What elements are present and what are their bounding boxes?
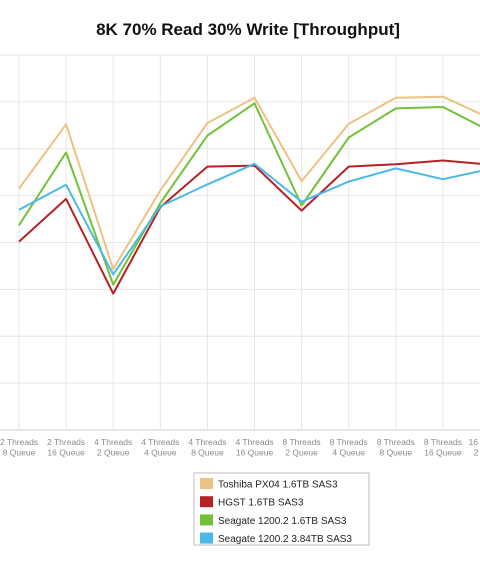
legend: Toshiba PX04 1.6TB SAS3 HGST 1.6TB SAS3 Se… (193, 472, 370, 546)
legend-label: Toshiba PX04 1.6TB SAS3 (218, 480, 338, 491)
legend-item: Seagate 1200.2 1.6TB SAS3 (200, 514, 347, 527)
series-line-2 (18, 102, 480, 286)
x-tick-label: 8 Threads 8 Queue (377, 437, 415, 458)
x-tick-label: 8 Threads 2 Queue (283, 437, 321, 458)
x-tick-label: 8 Threads 16 Queue (424, 437, 462, 458)
x-tick-label: 4 Threads 2 Queue (94, 437, 132, 458)
legend-item: HGST 1.6TB SAS3 (200, 496, 304, 509)
series-lines (18, 95, 480, 295)
x-tick-label: 2 Threads 8 Queue (0, 437, 38, 458)
x-tick-label: 4 Threads 4 Queue (141, 437, 179, 458)
x-tick-label: 4 Threads 8 Queue (188, 437, 226, 458)
legend-label: Seagate 1200.2 3.84TB SAS3 (218, 534, 352, 545)
legend-label: HGST 1.6TB SAS3 (218, 498, 304, 509)
legend-label: Seagate 1200.2 1.6TB SAS3 (218, 516, 347, 527)
series-line-3 (18, 162, 480, 276)
x-tick-label: 8 Threads 4 Queue (330, 437, 368, 458)
series-line-0 (18, 95, 480, 271)
x-axis-ticks: 2 Threads 8 Queue 2 Threads 16 Queue 4 Threa… (0, 437, 480, 458)
legend-swatch (200, 532, 213, 544)
legend-item: Toshiba PX04 1.6TB SAS3 (200, 478, 338, 491)
grid (0, 54, 480, 431)
chart-title: 8K 70% Read 30% Write [Throughput] (96, 20, 400, 39)
legend-swatch (200, 514, 213, 526)
x-tick-label: 4 Threads 16 Queue (235, 437, 273, 458)
x-tick-label: 2 Threads 16 Queue (47, 437, 85, 458)
series-line-1 (18, 159, 480, 295)
legend-box (193, 472, 370, 546)
legend-swatch (200, 496, 213, 508)
legend-swatch (200, 478, 213, 489)
legend-item: Seagate 1200.2 3.84TB SAS3 (200, 532, 352, 545)
